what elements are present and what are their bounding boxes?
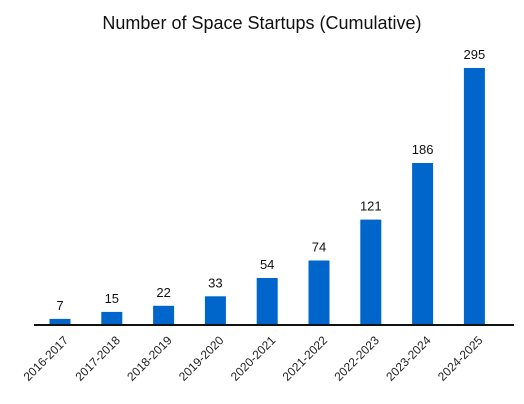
bar-2024-2025 — [463, 68, 485, 325]
bar-2021-2022 — [308, 260, 330, 325]
bar-2017-2018 — [101, 311, 123, 325]
x-tick-label: 2018-2019 — [124, 333, 175, 384]
chart-title: Number of Space Startups (Cumulative) — [102, 13, 422, 33]
bar-value-label: 295 — [464, 47, 486, 62]
bar-2016-2017 — [49, 318, 71, 325]
bar-2019-2020 — [204, 296, 226, 325]
bar-value-label: 74 — [312, 240, 326, 255]
x-tick-labels-group: 2016-2017 2017-2018 2018-2019 2019-2020 2020… — [21, 333, 486, 384]
x-tick-label: 2020-2021 — [228, 333, 279, 384]
bar-2023-2024 — [412, 163, 434, 325]
x-tick-label: 2021-2022 — [280, 333, 331, 384]
x-tick-label: 2023-2024 — [383, 333, 434, 384]
bars-group — [49, 68, 485, 325]
bar-2022-2023 — [360, 219, 382, 325]
bar-value-label: 22 — [156, 285, 170, 300]
bar-value-label: 7 — [56, 298, 63, 313]
bar-value-label: 33 — [208, 275, 222, 290]
x-tick-label: 2019-2020 — [176, 333, 227, 384]
bar-value-label: 54 — [260, 257, 274, 272]
bar-value-label: 186 — [412, 142, 434, 157]
x-tick-label: 2017-2018 — [72, 333, 123, 384]
x-tick-label: 2024-2025 — [435, 333, 486, 384]
bar-2020-2021 — [256, 278, 278, 325]
x-tick-label: 2022-2023 — [331, 333, 382, 384]
bar-value-label: 15 — [105, 291, 119, 306]
x-tick-label: 2016-2017 — [21, 333, 72, 384]
bar-value-label: 121 — [360, 199, 382, 214]
value-labels-group: 7 15 22 33 54 74 121 186 295 — [56, 47, 485, 313]
bar-2018-2019 — [153, 305, 175, 325]
